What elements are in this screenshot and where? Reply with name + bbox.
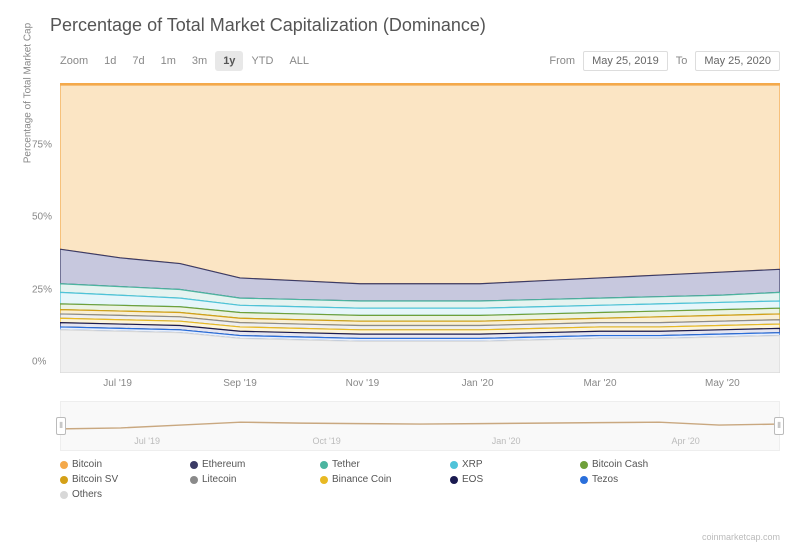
legend-label: Bitcoin SV — [72, 474, 118, 485]
legend-item-bitcoin-cash[interactable]: Bitcoin Cash — [580, 459, 680, 470]
legend-item-eos[interactable]: EOS — [450, 474, 550, 485]
legend-dot-icon — [320, 476, 328, 484]
to-date-input[interactable]: May 25, 2020 — [695, 51, 780, 71]
nav-handle-right[interactable] — [774, 417, 784, 435]
legend-item-tether[interactable]: Tether — [320, 459, 420, 470]
y-tick: 50% — [32, 212, 52, 223]
legend-label: Litecoin — [202, 474, 236, 485]
zoom-button-7d[interactable]: 7d — [124, 51, 152, 71]
from-label: From — [549, 55, 575, 67]
zoom-controls: Zoom 1d7d1m3m1yYTDALL — [60, 51, 317, 71]
legend-dot-icon — [320, 461, 328, 469]
nav-tick: Jan '20 — [492, 436, 521, 446]
y-tick: 75% — [32, 139, 52, 150]
legend-label: Bitcoin Cash — [592, 459, 648, 470]
x-tick: Nov '19 — [346, 378, 380, 389]
legend-dot-icon — [60, 476, 68, 484]
legend-label: EOS — [462, 474, 483, 485]
legend-dot-icon — [580, 476, 588, 484]
controls-bar: Zoom 1d7d1m3m1yYTDALL From May 25, 2019 … — [60, 51, 780, 71]
x-tick: Jan '20 — [462, 378, 494, 389]
legend-dot-icon — [190, 461, 198, 469]
y-tick: 25% — [32, 284, 52, 295]
legend-label: Binance Coin — [332, 474, 391, 485]
x-tick: Sep '19 — [223, 378, 257, 389]
nav-tick: Jul '19 — [134, 436, 160, 446]
legend-label: XRP — [462, 459, 483, 470]
chart-title: Percentage of Total Market Capitalizatio… — [50, 15, 780, 36]
legend-dot-icon — [450, 461, 458, 469]
legend-dot-icon — [60, 491, 68, 499]
legend-label: Tether — [332, 459, 360, 470]
y-tick: 0% — [32, 357, 46, 368]
x-tick: Jul '19 — [103, 378, 132, 389]
legend-item-others[interactable]: Others — [60, 489, 160, 500]
legend-label: Others — [72, 489, 102, 500]
x-tick: Mar '20 — [583, 378, 616, 389]
zoom-button-ytd[interactable]: YTD — [243, 51, 281, 71]
legend-dot-icon — [60, 461, 68, 469]
legend-item-tezos[interactable]: Tezos — [580, 474, 680, 485]
zoom-button-all[interactable]: ALL — [281, 51, 317, 71]
legend-item-bitcoin-sv[interactable]: Bitcoin SV — [60, 474, 160, 485]
nav-handle-left[interactable] — [56, 417, 66, 435]
date-range: From May 25, 2019 To May 25, 2020 — [549, 51, 780, 71]
series-bitcoin[interactable] — [60, 85, 780, 284]
legend-item-bitcoin[interactable]: Bitcoin — [60, 459, 160, 470]
x-tick: May '20 — [705, 378, 740, 389]
legend-item-xrp[interactable]: XRP — [450, 459, 550, 470]
legend-label: Bitcoin — [72, 459, 102, 470]
legend-dot-icon — [580, 461, 588, 469]
main-chart[interactable]: Percentage of Total Market Cap 0%25%50%7… — [60, 83, 780, 373]
zoom-button-1m[interactable]: 1m — [153, 51, 184, 71]
nav-tick: Oct '19 — [313, 436, 341, 446]
nav-tick: Apr '20 — [672, 436, 700, 446]
legend-item-ethereum[interactable]: Ethereum — [190, 459, 290, 470]
zoom-button-1d[interactable]: 1d — [96, 51, 124, 71]
zoom-label: Zoom — [60, 55, 88, 67]
legend-label: Tezos — [592, 474, 618, 485]
zoom-button-1y[interactable]: 1y — [215, 51, 243, 71]
legend-label: Ethereum — [202, 459, 245, 470]
navigator[interactable]: Jul '19 Oct '19 Jan '20 Apr '20 — [60, 401, 780, 451]
legend-dot-icon — [190, 476, 198, 484]
attribution: coinmarketcap.com — [702, 532, 780, 542]
zoom-button-3m[interactable]: 3m — [184, 51, 215, 71]
legend-item-litecoin[interactable]: Litecoin — [190, 474, 290, 485]
to-label: To — [676, 55, 688, 67]
from-date-input[interactable]: May 25, 2019 — [583, 51, 668, 71]
legend-item-binance-coin[interactable]: Binance Coin — [320, 474, 420, 485]
legend: Bitcoin Ethereum Tether XRP Bitcoin Cash Bitc… — [60, 459, 780, 500]
legend-dot-icon — [450, 476, 458, 484]
